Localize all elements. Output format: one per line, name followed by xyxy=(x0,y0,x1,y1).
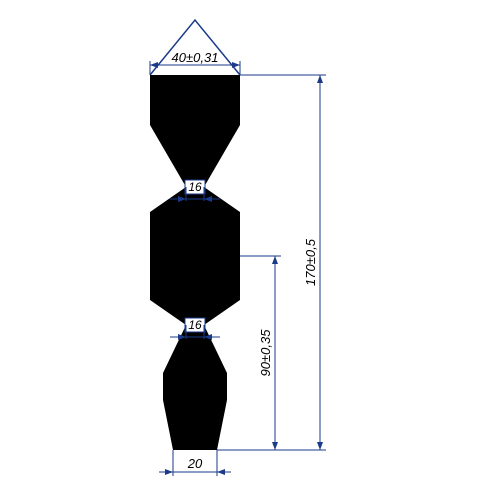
dim-bottom-width: 20 xyxy=(159,450,231,476)
svg-text:16: 16 xyxy=(188,180,202,194)
svg-text:20: 20 xyxy=(187,456,203,471)
neck2-label: 16 xyxy=(170,318,220,340)
svg-text:16: 16 xyxy=(188,318,202,332)
part-silhouette xyxy=(150,75,240,450)
svg-text:90±0,35: 90±0,35 xyxy=(258,329,273,377)
neck1-label: 16 xyxy=(170,180,220,202)
top-triangle-outline xyxy=(150,20,240,75)
svg-text:170±0,5: 170±0,5 xyxy=(303,238,318,286)
dim-top-width: 40±0,31 xyxy=(150,50,240,75)
engineering-drawing: 16 16 40±0,31 20 170±0,5 90±0,35 xyxy=(0,0,500,500)
svg-text:40±0,31: 40±0,31 xyxy=(172,50,219,65)
